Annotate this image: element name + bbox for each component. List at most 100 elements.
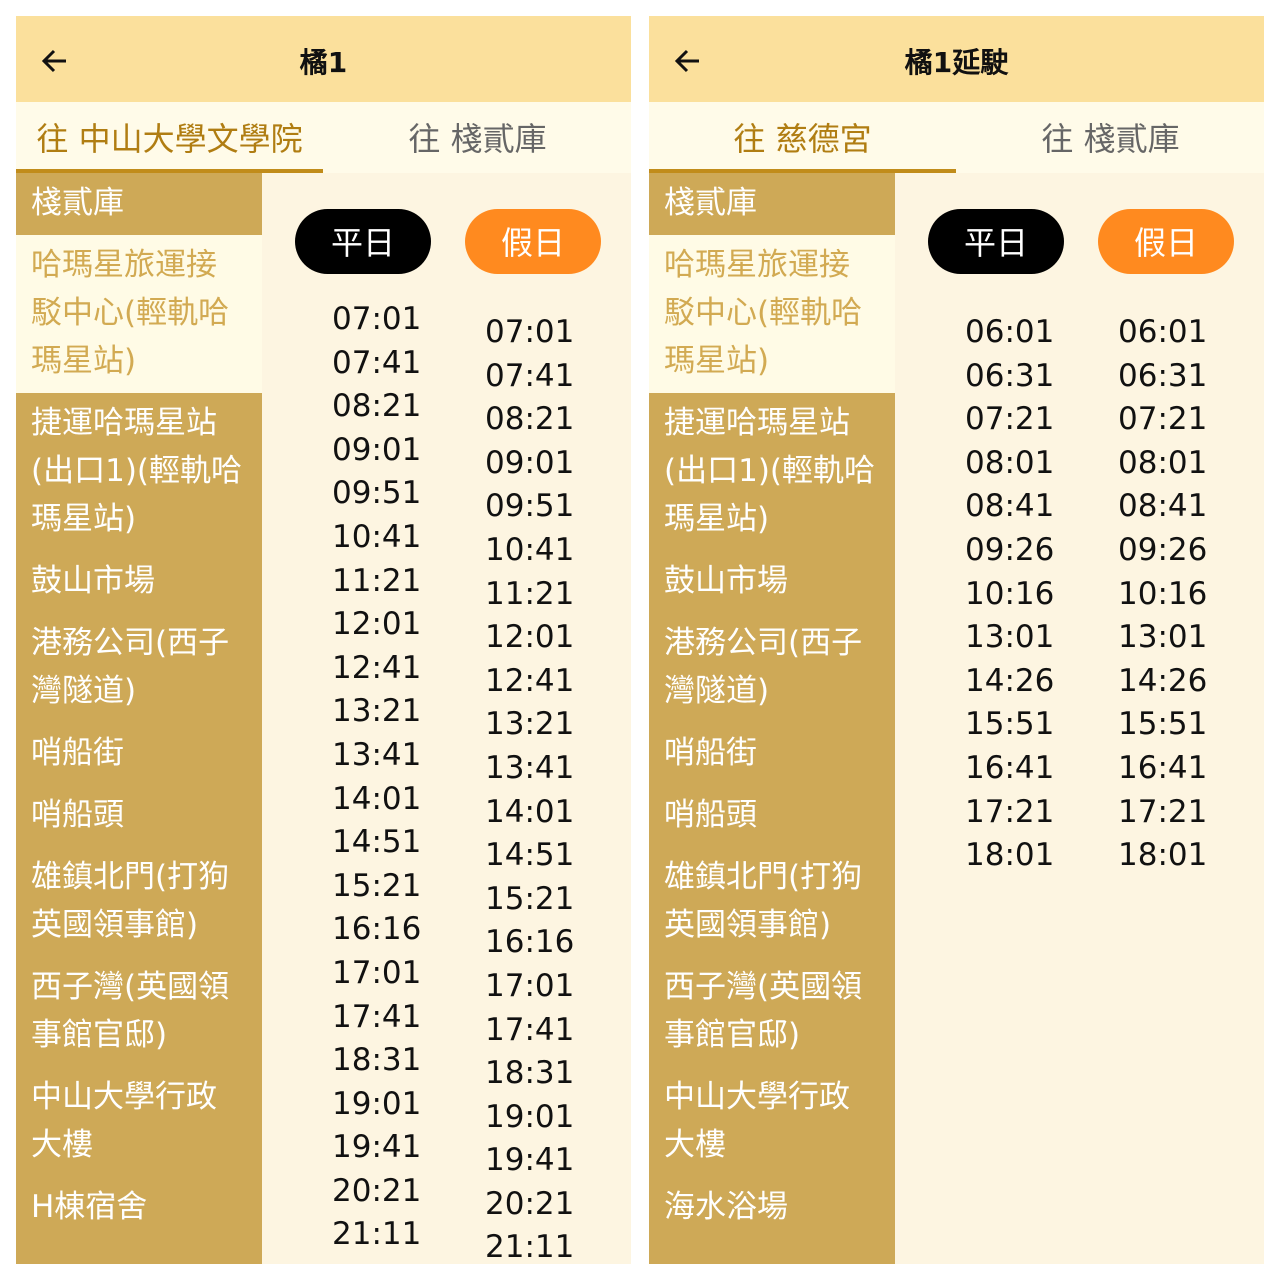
time-list: 07:01 07:41 08:21 09:01 09:51 10:41 11:21 12:01… [485,311,605,1264]
departure-time: 12:01 [332,606,422,643]
departure-time: 06:31 [965,357,1055,394]
departure-time: 06:01 [965,314,1055,350]
stop-item[interactable]: 鼓山市場 [31,563,155,599]
stop-item[interactable]: 港務公司(西子灣隧道) [31,625,230,709]
stop-item[interactable]: 捷運哈瑪星站(出口1)(輕軌哈瑪星站) [664,405,876,537]
stop-item[interactable]: 哨船頭 [31,797,124,833]
departure-time: 08:41 [965,488,1055,525]
departure-time: 13:41 [332,736,422,773]
departure-time: 09:51 [332,475,422,512]
departure-time: 14:26 [1118,662,1208,699]
departure-time: 09:01 [485,444,575,481]
tab-bar: 往 慈德宮 往 棧貳庫 [649,102,1264,173]
stop-item[interactable]: 哈瑪星旅運接駁中心(輕軌哈瑪星站) [649,235,895,393]
day-button[interactable]: 假日 [1098,209,1234,274]
phone-screen: 橘1延駛往 慈德宮 往 棧貳庫棧貳庫哈瑪星旅運接駁中心(輕軌哈瑪星站) 捷運哈瑪星站… [649,16,1264,1264]
departure-time: 21:11 [332,1216,422,1253]
departure-time: 09:26 [1118,531,1208,568]
departure-time: 08:41 [1118,488,1208,525]
departure-time: 18:01 [965,837,1055,874]
direction-tab[interactable]: 往 中山大學文學院 [16,102,323,173]
day-button[interactable]: 平日 [295,209,431,274]
day-button[interactable]: 平日 [928,209,1064,274]
stop-item[interactable]: H棟宿舍 [31,1189,148,1225]
departure-time: 15:21 [332,867,422,904]
departure-time: 19:01 [485,1098,575,1135]
direction-tab[interactable]: 往 棧貳庫 [1041,120,1180,158]
time-list: 06:01 06:31 07:21 08:01 08:41 09:26 10:16 13:01… [965,311,1085,878]
departure-time: 15:21 [485,880,575,917]
title: 橘1 [299,46,348,79]
stop-item[interactable]: 港務公司(西子灣隧道) [664,625,863,709]
stop-item[interactable]: 哨船街 [664,735,757,771]
stop-item[interactable]: 西子灣(英國領事館官邸) [31,969,230,1053]
departure-time: 18:01 [1118,837,1208,874]
departure-time: 17:21 [965,793,1055,830]
departure-time: 09:51 [485,488,575,525]
phone-screen: 橘1 往 中山大學文學院 往 棧貳庫棧貳庫哈瑪星旅運接駁中心(輕軌哈瑪星站) 捷運哈瑪… [16,16,631,1264]
departure-time: 18:31 [485,1055,575,1092]
departure-time: 19:01 [332,1085,422,1122]
stop-item[interactable]: 雄鎮北門(打狗英國領事館) [31,859,230,943]
departure-time: 09:26 [965,531,1055,568]
departure-time: 21:11 [485,1229,575,1264]
departure-time: 15:51 [1118,706,1208,743]
time-column: 06:01 06:31 07:21 08:01 08:41 09:26 10:16 13:01… [1118,305,1238,1264]
departure-time: 13:01 [965,619,1055,656]
departure-time: 12:41 [332,649,422,686]
departure-time: 16:41 [1118,749,1208,786]
stop-item[interactable]: 中山大學行政大樓 [664,1079,850,1163]
time-list: 06:01 06:31 07:21 08:01 08:41 09:26 10:16 13:01… [1118,311,1238,878]
stop-item[interactable]: 鼓山市場 [664,563,788,599]
direction-tab[interactable]: 往 棧貳庫 [408,120,547,158]
day-button[interactable]: 假日 [465,209,601,274]
stop-item[interactable]: 棧貳庫 [31,185,124,221]
tab-bar: 往 中山大學文學院 往 棧貳庫 [16,102,631,173]
stop-item[interactable]: 哨船頭 [664,797,757,833]
stop-item[interactable]: 雄鎮北門(打狗英國領事館) [664,859,863,943]
stop-item[interactable]: 捷運哈瑪星站(出口1)(輕軌哈瑪星站) [31,405,243,537]
departure-time: 16:16 [332,911,422,948]
departure-time: 14:01 [485,793,575,830]
departure-time: 17:01 [485,967,575,1004]
departure-time: 17:01 [332,954,422,991]
departure-time: 07:21 [965,401,1055,438]
header: 橘1延駛 [649,16,1264,102]
departure-time: 13:01 [1118,619,1208,656]
departure-time: 12:41 [485,662,575,699]
back-arrow[interactable] [40,46,70,76]
title: 橘1延駛 [904,46,1009,79]
departure-time: 08:21 [485,401,575,438]
time-column: 06:01 06:31 07:21 08:01 08:41 09:26 10:16 13:01… [965,305,1085,1264]
departure-time: 07:41 [332,344,422,381]
departure-time: 08:21 [332,388,422,425]
departure-time: 16:16 [485,924,575,961]
departure-time: 13:21 [485,706,575,743]
departure-time: 07:21 [1118,401,1208,438]
direction-tab[interactable]: 往 慈德宮 [649,102,956,173]
departure-time: 17:21 [1118,793,1208,830]
stop-item[interactable]: 中山大學行政大樓 [31,1079,217,1163]
departure-time: 10:16 [1118,575,1208,612]
back-arrow[interactable] [673,46,703,76]
stop-item[interactable]: 西子灣(英國領事館官邸) [664,969,863,1053]
departure-time: 07:01 [485,314,575,350]
departure-time: 16:41 [965,749,1055,786]
departure-time: 10:41 [485,531,575,568]
stop-list: 棧貳庫哈瑪星旅運接駁中心(輕軌哈瑪星站) 捷運哈瑪星站(出口1)(輕軌哈瑪星站) 鼓… [16,173,262,1264]
departure-time: 14:51 [332,824,422,861]
stop-item[interactable]: 哈瑪星旅運接駁中心(輕軌哈瑪星站) [16,235,262,393]
stop-item[interactable]: 哨船街 [31,735,124,771]
departure-time: 07:01 [332,305,422,337]
departure-time: 11:21 [485,575,575,612]
departure-time: 14:51 [485,837,575,874]
departure-time: 12:01 [485,619,575,656]
departure-time: 17:41 [332,998,422,1035]
time-column: 07:01 07:41 08:21 09:01 09:51 10:41 11:21 12:01… [332,305,452,1264]
departure-time: 08:01 [1118,444,1208,481]
stop-item[interactable]: 棧貳庫 [664,185,757,221]
departure-time: 17:41 [485,1011,575,1048]
stop-item[interactable]: 海水浴場 [664,1189,788,1225]
departure-time: 20:21 [332,1172,422,1209]
